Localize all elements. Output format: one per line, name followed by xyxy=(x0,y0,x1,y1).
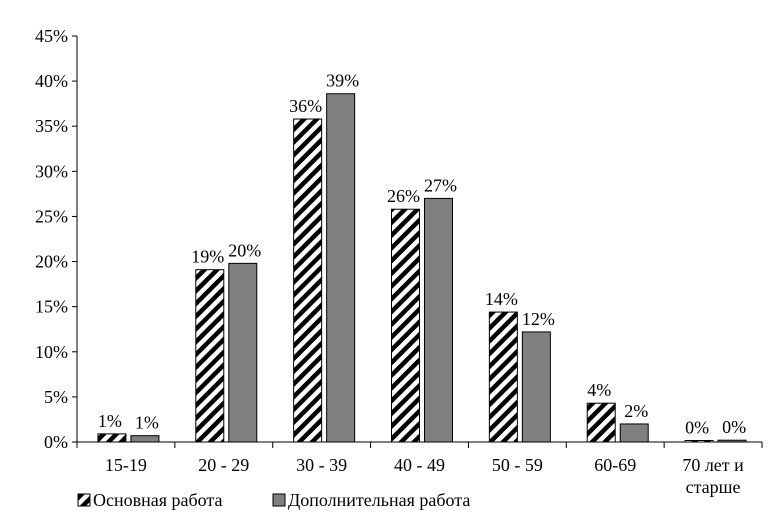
bar-main-job xyxy=(195,269,225,443)
bar-secondary-job xyxy=(717,439,747,443)
bar-secondary-job xyxy=(424,197,453,443)
data-label: 14% xyxy=(485,289,518,309)
data-label: 1% xyxy=(98,411,122,431)
x-tick-label: 30 - 39 xyxy=(296,455,347,475)
bar-secondary-job xyxy=(326,93,356,443)
bar-main-job xyxy=(684,440,714,443)
bar-secondary-job xyxy=(228,262,258,443)
y-tick-label: 15% xyxy=(35,297,68,317)
bar-secondary-job xyxy=(130,435,160,443)
y-tick-label: 35% xyxy=(35,116,68,136)
bar-secondary-job xyxy=(521,331,551,443)
bar-main-job xyxy=(97,433,127,443)
x-tick-label: 40 - 49 xyxy=(394,455,445,475)
y-tick-label: 30% xyxy=(35,161,68,181)
bar-main-job xyxy=(391,208,420,443)
data-label: 39% xyxy=(326,71,359,91)
data-label: 1% xyxy=(135,413,159,433)
y-tick-label: 25% xyxy=(35,206,68,226)
y-tick-label: 0% xyxy=(44,432,68,452)
x-tick-label: 50 - 59 xyxy=(492,455,543,475)
x-tick-label: 70 лет и xyxy=(682,455,744,475)
data-label: 0% xyxy=(685,418,709,438)
y-tick-label: 10% xyxy=(35,342,68,362)
x-tick-label: 15-19 xyxy=(105,455,147,475)
data-label: 0% xyxy=(722,417,746,437)
legend-label-secondary-job: Дополнительная работа xyxy=(288,490,470,510)
data-label: 27% xyxy=(424,175,457,195)
plot-area: 0% 5% 10% 15% 20% 25% 30% 35% 40% 45% 1% 1% 15-19 19%… xyxy=(35,26,763,497)
bar-main-job xyxy=(488,311,518,443)
legend-label-main-job: Основная работа xyxy=(93,490,223,510)
legend: Основная работа Дополнительная работа xyxy=(77,490,470,510)
data-label: 20% xyxy=(228,240,261,260)
y-tick-label: 20% xyxy=(35,252,68,272)
y-tick-label: 5% xyxy=(44,387,68,407)
data-label: 4% xyxy=(587,380,611,400)
data-label: 2% xyxy=(624,401,648,421)
y-tick-label: 45% xyxy=(35,26,68,46)
bar-main-job xyxy=(586,402,616,443)
bar-main-job xyxy=(293,118,323,443)
legend-swatch-main-job xyxy=(77,493,91,507)
data-label: 26% xyxy=(387,186,420,206)
y-tick-label: 40% xyxy=(35,71,68,91)
bar-secondary-job xyxy=(619,423,649,443)
x-tick-label: 60-69 xyxy=(594,455,636,475)
data-label: 36% xyxy=(289,96,322,116)
x-tick-label: 20 - 29 xyxy=(198,455,249,475)
data-label: 12% xyxy=(522,309,555,329)
legend-swatch-secondary-job xyxy=(272,493,286,507)
data-label: 19% xyxy=(191,247,224,267)
x-tick-label: старше xyxy=(686,477,741,497)
